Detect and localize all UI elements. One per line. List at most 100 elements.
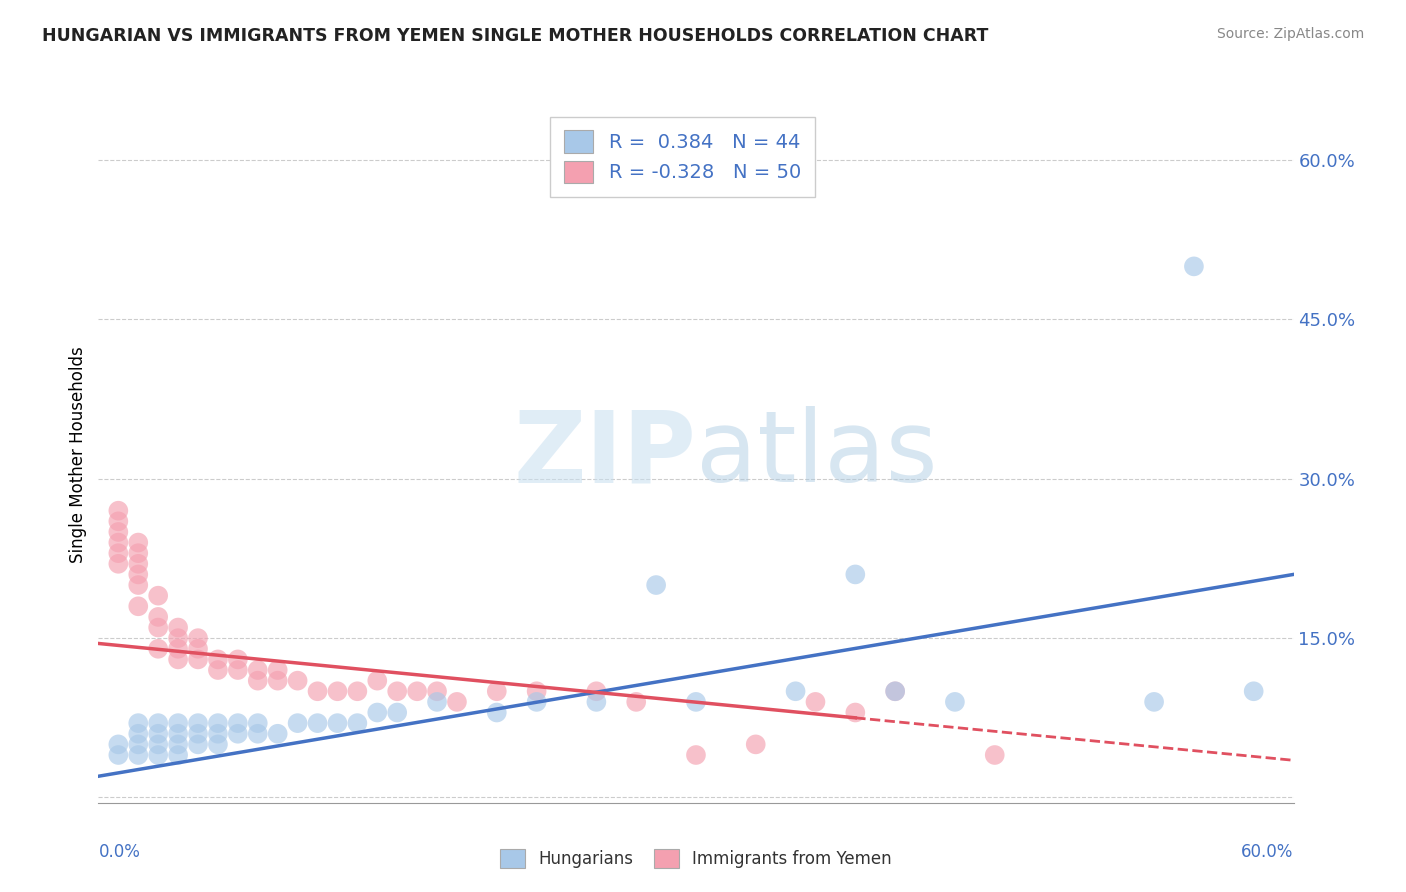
- Point: [127, 546, 149, 560]
- Point: [346, 684, 368, 698]
- Point: [107, 524, 129, 539]
- Point: [107, 557, 129, 571]
- Point: [167, 621, 190, 635]
- Point: [884, 684, 907, 698]
- Point: [207, 716, 229, 731]
- Point: [526, 684, 548, 698]
- Point: [1243, 684, 1265, 698]
- Point: [1182, 260, 1205, 274]
- Point: [167, 652, 190, 666]
- Point: [167, 747, 190, 762]
- Point: [426, 684, 449, 698]
- Point: [844, 706, 866, 720]
- Point: [426, 695, 449, 709]
- Point: [167, 727, 190, 741]
- Point: [287, 716, 309, 731]
- Point: [745, 738, 768, 752]
- Point: [943, 695, 966, 709]
- Point: [187, 716, 209, 731]
- Point: [107, 546, 129, 560]
- Point: [326, 716, 349, 731]
- Point: [785, 684, 807, 698]
- Point: [207, 738, 229, 752]
- Point: [645, 578, 668, 592]
- Point: [326, 684, 349, 698]
- Point: [187, 727, 209, 741]
- Point: [226, 727, 249, 741]
- Point: [167, 716, 190, 731]
- Point: [246, 727, 269, 741]
- Point: [127, 727, 149, 741]
- Point: [246, 673, 269, 688]
- Point: [187, 641, 209, 656]
- Point: [127, 747, 149, 762]
- Point: [187, 738, 209, 752]
- Text: 0.0%: 0.0%: [98, 843, 141, 861]
- Text: Source: ZipAtlas.com: Source: ZipAtlas.com: [1216, 27, 1364, 41]
- Point: [148, 641, 170, 656]
- Point: [127, 567, 149, 582]
- Point: [226, 652, 249, 666]
- Point: [287, 673, 309, 688]
- Point: [148, 589, 170, 603]
- Point: [485, 706, 508, 720]
- Point: [107, 747, 129, 762]
- Point: [148, 747, 170, 762]
- Point: [267, 673, 290, 688]
- Point: [385, 684, 409, 698]
- Point: [446, 695, 468, 709]
- Point: [1143, 695, 1166, 709]
- Point: [307, 684, 329, 698]
- Point: [585, 695, 607, 709]
- Point: [207, 663, 229, 677]
- Point: [127, 599, 149, 614]
- Point: [127, 578, 149, 592]
- Point: [844, 567, 866, 582]
- Point: [366, 706, 388, 720]
- Point: [207, 727, 229, 741]
- Point: [148, 716, 170, 731]
- Legend: Hungarians, Immigrants from Yemen: Hungarians, Immigrants from Yemen: [494, 842, 898, 874]
- Point: [685, 747, 707, 762]
- Point: [187, 652, 209, 666]
- Point: [107, 535, 129, 549]
- Y-axis label: Single Mother Households: Single Mother Households: [69, 347, 87, 563]
- Point: [307, 716, 329, 731]
- Point: [804, 695, 827, 709]
- Point: [148, 621, 170, 635]
- Point: [167, 641, 190, 656]
- Point: [107, 738, 129, 752]
- Point: [346, 716, 368, 731]
- Point: [884, 684, 907, 698]
- Point: [246, 663, 269, 677]
- Point: [207, 652, 229, 666]
- Text: HUNGARIAN VS IMMIGRANTS FROM YEMEN SINGLE MOTHER HOUSEHOLDS CORRELATION CHART: HUNGARIAN VS IMMIGRANTS FROM YEMEN SINGL…: [42, 27, 988, 45]
- Text: ZIP: ZIP: [513, 407, 696, 503]
- Point: [148, 738, 170, 752]
- Point: [127, 738, 149, 752]
- Point: [983, 747, 1005, 762]
- Point: [167, 631, 190, 645]
- Point: [226, 716, 249, 731]
- Text: 60.0%: 60.0%: [1241, 843, 1294, 861]
- Point: [167, 738, 190, 752]
- Point: [107, 504, 129, 518]
- Point: [127, 535, 149, 549]
- Point: [226, 663, 249, 677]
- Point: [246, 716, 269, 731]
- Point: [107, 514, 129, 528]
- Point: [267, 663, 290, 677]
- Point: [187, 631, 209, 645]
- Point: [485, 684, 508, 698]
- Text: atlas: atlas: [696, 407, 938, 503]
- Point: [406, 684, 429, 698]
- Point: [526, 695, 548, 709]
- Point: [385, 706, 409, 720]
- Point: [624, 695, 647, 709]
- Point: [685, 695, 707, 709]
- Point: [127, 557, 149, 571]
- Point: [148, 727, 170, 741]
- Point: [127, 716, 149, 731]
- Point: [267, 727, 290, 741]
- Point: [366, 673, 388, 688]
